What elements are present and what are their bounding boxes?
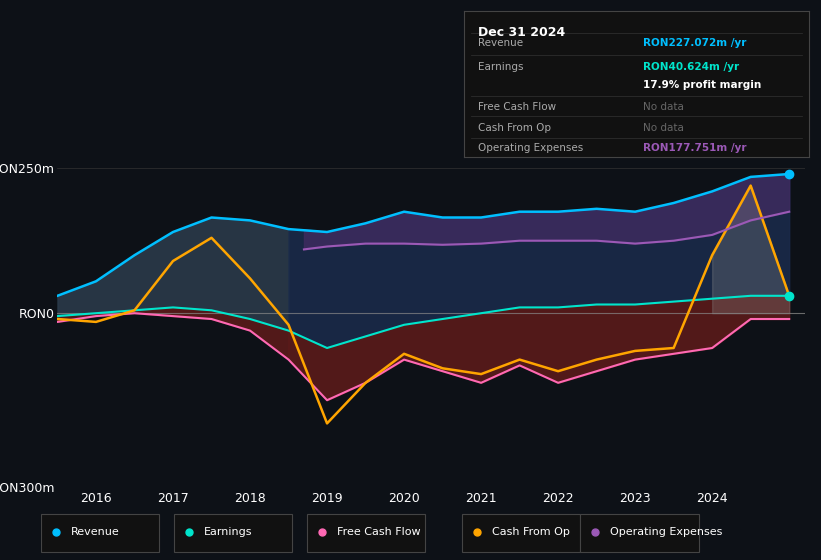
Text: Operating Expenses: Operating Expenses [610,527,722,537]
Text: Cash From Op: Cash From Op [492,527,570,537]
FancyBboxPatch shape [580,514,699,552]
Text: Free Cash Flow: Free Cash Flow [478,102,556,113]
Text: Revenue: Revenue [71,527,119,537]
Text: Operating Expenses: Operating Expenses [478,143,583,153]
Text: RON227.072m /yr: RON227.072m /yr [643,38,746,48]
Text: Cash From Op: Cash From Op [478,123,551,133]
Text: No data: No data [643,102,684,113]
Text: RON40.624m /yr: RON40.624m /yr [643,62,739,72]
Text: RON177.751m /yr: RON177.751m /yr [643,143,746,153]
Text: Earnings: Earnings [204,527,252,537]
Text: 17.9% profit margin: 17.9% profit margin [643,81,761,91]
Text: No data: No data [643,123,684,133]
Text: Earnings: Earnings [478,62,523,72]
FancyBboxPatch shape [307,514,425,552]
FancyBboxPatch shape [462,514,580,552]
Text: Revenue: Revenue [478,38,523,48]
FancyBboxPatch shape [174,514,292,552]
FancyBboxPatch shape [41,514,159,552]
Text: Dec 31 2024: Dec 31 2024 [478,26,565,39]
Text: Free Cash Flow: Free Cash Flow [337,527,420,537]
